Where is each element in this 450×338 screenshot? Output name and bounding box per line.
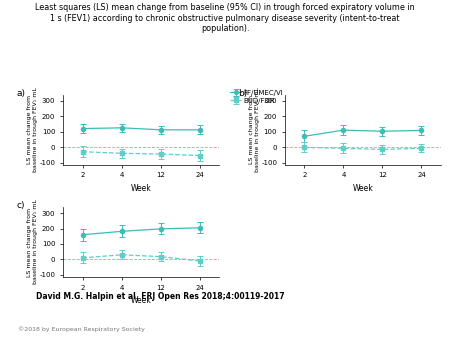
Y-axis label: LS mean change from
baseline in trough FEV₁ mL: LS mean change from baseline in trough F… bbox=[249, 87, 260, 172]
Text: a): a) bbox=[16, 89, 25, 98]
X-axis label: Week: Week bbox=[130, 184, 152, 193]
X-axis label: Week: Week bbox=[130, 296, 152, 305]
Text: David M.G. Halpin et al. ERJ Open Res 2018;4:00119-2017: David M.G. Halpin et al. ERJ Open Res 20… bbox=[36, 292, 284, 301]
Y-axis label: LS mean change from
baseline in trough FEV₁ mL: LS mean change from baseline in trough F… bbox=[27, 87, 38, 172]
X-axis label: Week: Week bbox=[352, 184, 374, 193]
Text: Least squares (LS) mean change from baseline (95% CI) in trough forced expirator: Least squares (LS) mean change from base… bbox=[35, 3, 415, 33]
Legend: FF/UMEC/VI, BUD/FOR: FF/UMEC/VI, BUD/FOR bbox=[230, 90, 284, 104]
Text: c): c) bbox=[16, 201, 25, 210]
Text: b): b) bbox=[238, 89, 247, 98]
Text: ©2018 by European Respiratory Society: ©2018 by European Respiratory Society bbox=[18, 326, 145, 332]
Y-axis label: LS mean change from
baseline in trough FEV₁ mL: LS mean change from baseline in trough F… bbox=[27, 200, 38, 285]
